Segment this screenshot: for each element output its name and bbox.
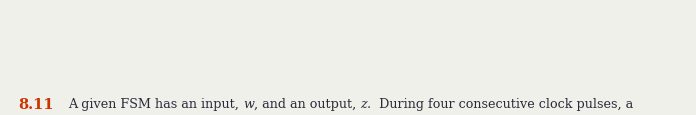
Text: , and an output,: , and an output, [254,97,360,110]
Text: w: w [243,97,254,110]
Text: z: z [360,97,367,110]
Text: .  During four consecutive clock pulses, a: . During four consecutive clock pulses, … [367,97,633,110]
Text: 8.11: 8.11 [18,97,54,111]
Text: A given FSM has an input,: A given FSM has an input, [68,97,243,110]
